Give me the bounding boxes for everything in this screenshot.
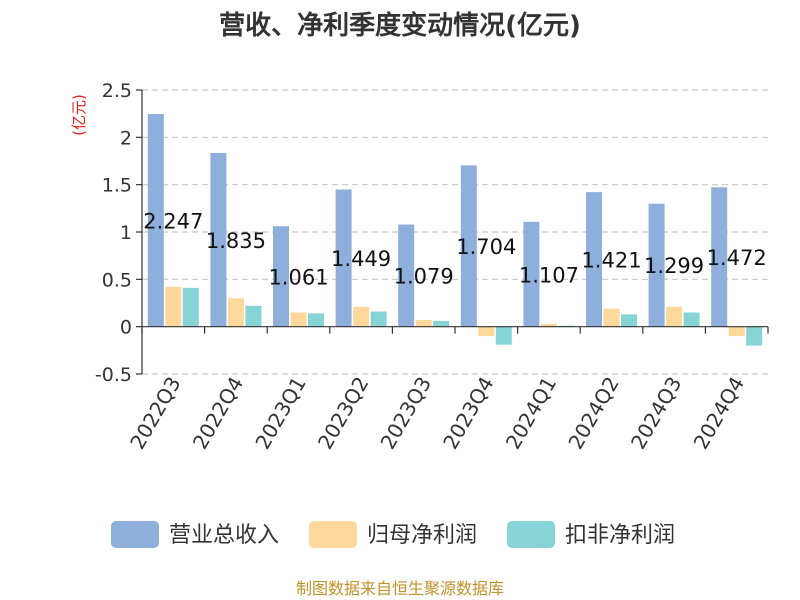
data-label: 1.835 — [206, 229, 266, 253]
legend-swatch — [111, 521, 159, 548]
bar-series-2 — [603, 308, 620, 327]
bar-series-1 — [147, 113, 164, 327]
bar-series-2 — [290, 312, 307, 327]
x-axis-ticks: 2022Q3 2022Q4 2023Q1 2023Q2 2023Q3 2023Q4 2024… — [125, 326, 769, 454]
bar-series-3 — [495, 326, 512, 345]
y-tick-label: 2 — [120, 127, 132, 149]
bar-series-3 — [746, 326, 763, 346]
bar-series-2 — [478, 326, 495, 337]
bars — [147, 113, 763, 346]
data-label: 1.449 — [331, 247, 391, 271]
legend-swatch — [507, 521, 556, 548]
bar-series-1 — [460, 165, 477, 327]
y-tick-label: -0.5 — [95, 364, 132, 386]
bar-series-3 — [245, 305, 262, 327]
y-tick-label: 2.5 — [102, 80, 132, 102]
bar-series-2 — [165, 286, 182, 327]
y-tick-label: 1.5 — [102, 175, 132, 197]
x-tick-label: 2024Q4 — [689, 373, 749, 454]
gridlines — [142, 89, 768, 375]
bar-series-3 — [621, 314, 637, 327]
x-tick-label: 2024Q2 — [563, 373, 623, 454]
source-note: 制图数据来自恒生聚源数据库 — [296, 579, 504, 598]
data-labels: 2.2471.8351.0611.4491.0791.7041.1071.421… — [143, 209, 767, 289]
y-tick-label: 1 — [120, 222, 132, 244]
bar-series-3 — [182, 287, 199, 327]
legend-label: 归母净利润 — [367, 523, 477, 548]
x-tick-label: 2023Q1 — [250, 373, 310, 454]
x-tick-label: 2023Q2 — [313, 373, 373, 454]
bar-series-2 — [540, 323, 557, 327]
bar-series-1 — [335, 189, 352, 327]
bar-series-3 — [370, 311, 387, 327]
bar-series-1 — [523, 221, 540, 327]
y-tick-label: 0 — [120, 317, 132, 339]
chart-title: 营收、净利季度变动情况(亿元) — [219, 10, 581, 41]
data-label: 1.421 — [581, 248, 641, 272]
legend-swatch — [309, 521, 358, 548]
x-tick-label: 2022Q4 — [188, 373, 248, 454]
legend-label: 营业总收入 — [169, 523, 279, 548]
legend-label: 扣非净利润 — [565, 523, 675, 548]
x-tick-label: 2022Q3 — [125, 373, 185, 454]
bar-series-1 — [210, 152, 227, 327]
bar-series-2 — [353, 306, 370, 327]
data-label: 1.079 — [394, 265, 454, 289]
bar-series-3 — [433, 320, 450, 327]
bar-series-1 — [398, 224, 415, 327]
y-axis-ticks: -0.5 0 0.5 1 1.5 2 2.5 — [95, 80, 142, 386]
x-tick-label: 2024Q3 — [626, 373, 686, 454]
bar-series-1 — [586, 192, 602, 327]
bar-series-2 — [227, 298, 244, 327]
bar-series-3 — [683, 312, 700, 327]
bar-series-1 — [711, 187, 728, 327]
legend: 营业总收入 归母净利润 扣非净利润 — [111, 521, 675, 548]
data-label: 1.061 — [268, 265, 328, 289]
data-label: 1.472 — [707, 246, 767, 270]
x-tick-label: 2024Q1 — [501, 373, 561, 454]
bar-series-2 — [728, 326, 745, 337]
data-label: 1.107 — [519, 263, 579, 287]
x-tick-label: 2023Q4 — [438, 373, 498, 454]
data-label: 1.299 — [644, 254, 704, 278]
bar-series-2 — [415, 320, 432, 327]
x-tick-label: 2023Q3 — [376, 373, 436, 454]
data-label: 1.704 — [456, 235, 516, 259]
data-label: 2.247 — [143, 209, 203, 233]
y-tick-label: 0.5 — [102, 269, 132, 291]
bar-series-2 — [666, 306, 683, 327]
y-axis-unit-label: (亿元) — [70, 94, 88, 136]
bar-series-3 — [308, 313, 324, 327]
bar-series-1 — [273, 226, 289, 327]
bar-series-1 — [648, 203, 665, 327]
